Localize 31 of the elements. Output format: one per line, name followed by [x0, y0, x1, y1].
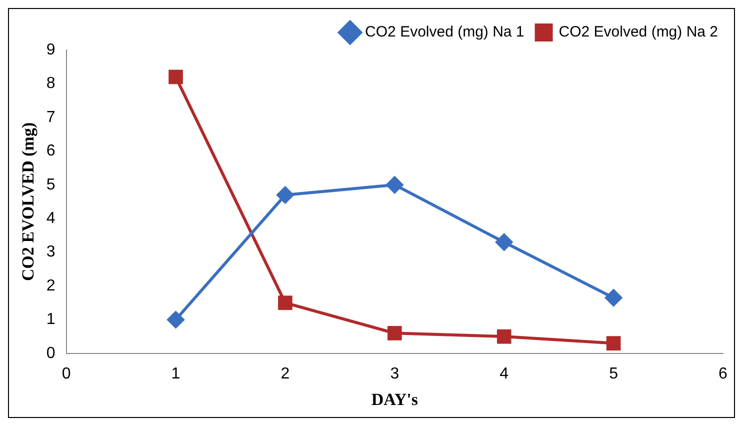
x-tick-label: 2	[280, 365, 290, 382]
y-tick-label: 5	[46, 176, 56, 194]
y-tick-label: 7	[46, 108, 56, 126]
x-tick-label: 6	[718, 365, 728, 382]
y-tick-label: 3	[46, 244, 56, 261]
y-tick-label: 2	[46, 277, 56, 294]
point	[168, 70, 183, 84]
y-tick-label: 9	[46, 41, 56, 58]
point	[278, 296, 292, 310]
x-tick-label: 1	[171, 365, 180, 382]
legend-label: CO2 Evolved (mg) Na 2	[558, 24, 718, 41]
x-tick-label: 5	[609, 365, 618, 382]
point	[167, 311, 184, 328]
x-tick-label: 0	[62, 365, 71, 382]
x-tick-label: 4	[500, 365, 509, 382]
y-tick-label: 6	[46, 142, 56, 160]
point	[496, 329, 512, 344]
y-tick-label: 0	[46, 344, 56, 362]
x-axis-title: DAY's	[371, 390, 418, 410]
point	[496, 234, 513, 251]
point	[387, 326, 402, 340]
y-tick-label: 4	[46, 210, 56, 227]
x-tick-label: 3	[390, 365, 400, 382]
point	[276, 186, 294, 204]
point	[606, 336, 621, 350]
point	[386, 176, 404, 194]
legend-label: CO2 Evolved (mg) Na 1	[365, 24, 524, 41]
y-axis-title: CO2 EVOLVED (mg)	[18, 122, 38, 282]
y-tick-label: 8	[46, 75, 56, 92]
y-tick-label: 1	[46, 311, 56, 328]
point	[605, 289, 622, 306]
